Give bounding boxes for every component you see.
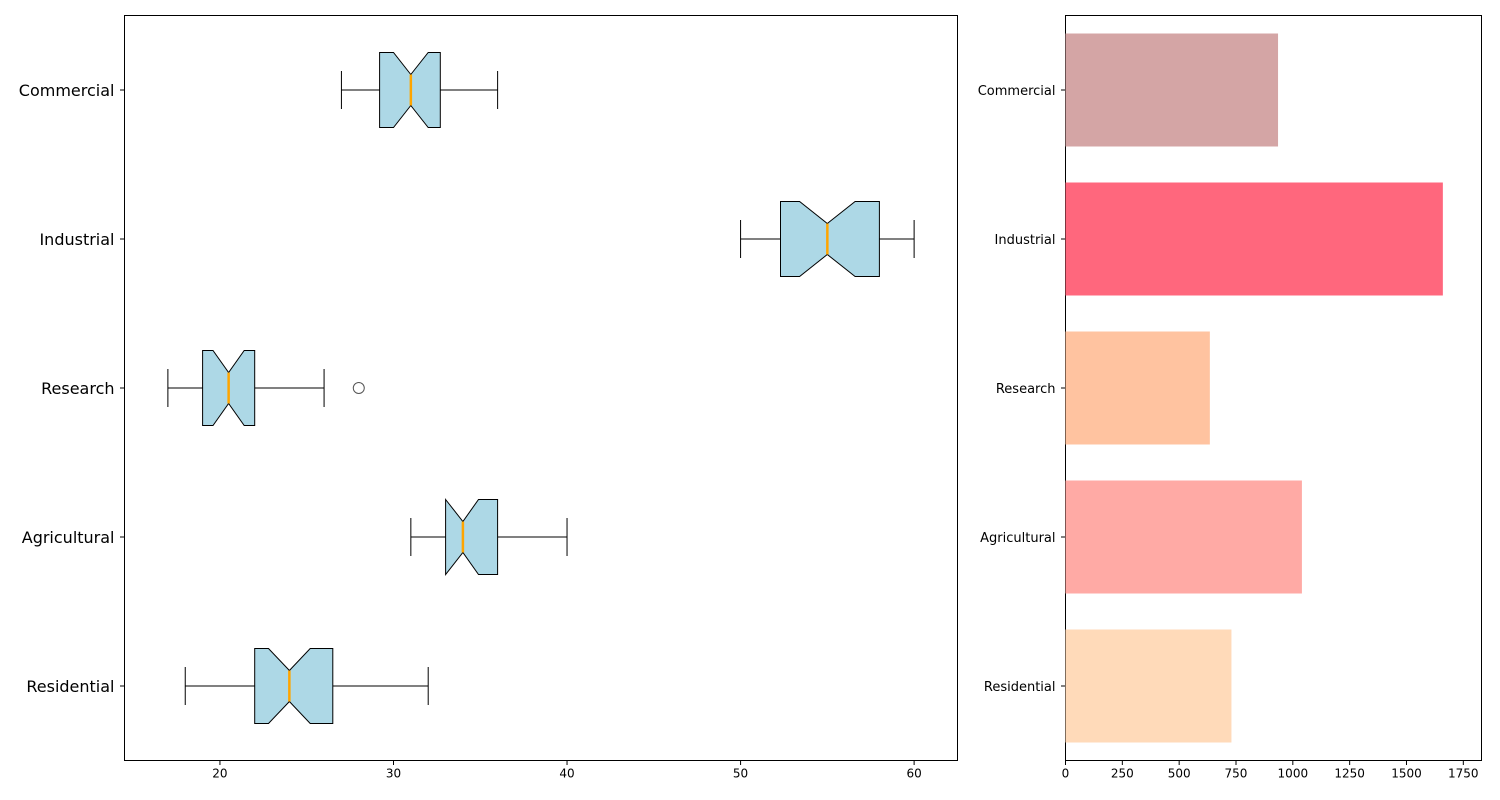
y-category-label: Industrial	[39, 230, 114, 249]
bar-panel: Residential Agricultural Research Industria…	[978, 15, 1482, 781]
y-category-label: Research	[41, 379, 114, 398]
notched-box	[254, 648, 334, 724]
bar	[1065, 629, 1232, 743]
y-category-label: Agricultural	[980, 531, 1055, 546]
x-tick-label: 40	[559, 767, 574, 781]
x-tick-label: 30	[386, 767, 401, 781]
boxplot-panel: 20 30 40 50 60 Residential Agricultural Researc…	[19, 15, 958, 781]
y-category-label: Research	[996, 382, 1056, 397]
y-category-label: Residential	[984, 680, 1056, 695]
x-tick-label: 500	[1168, 767, 1191, 781]
x-tick-label: 1750	[1448, 767, 1479, 781]
bar	[1065, 480, 1302, 594]
x-tick-label: 250	[1111, 767, 1134, 781]
x-tick-label: 1000	[1278, 767, 1309, 781]
x-tick-label: 0	[1062, 767, 1070, 781]
notched-box	[780, 201, 880, 277]
bar	[1065, 33, 1279, 147]
y-category-label: Industrial	[995, 233, 1056, 248]
x-tick-label: 50	[733, 767, 748, 781]
x-tick-label: 1250	[1334, 767, 1365, 781]
notched-box	[445, 498, 499, 576]
x-tick-label: 20	[212, 767, 227, 781]
bar	[1065, 331, 1210, 445]
y-category-label: Commercial	[19, 81, 115, 100]
y-category-label: Residential	[26, 677, 114, 696]
y-category-label: Agricultural	[22, 528, 115, 547]
x-tick-label: 750	[1225, 767, 1248, 781]
bar	[1065, 182, 1443, 296]
x-tick-label: 60	[906, 767, 921, 781]
y-category-label: Commercial	[978, 84, 1056, 99]
outlier-point	[352, 382, 365, 394]
x-tick-label: 1500	[1391, 767, 1422, 781]
